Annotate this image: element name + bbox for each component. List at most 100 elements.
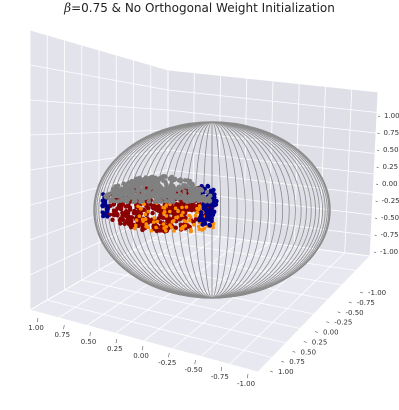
grid-line [344, 89, 353, 253]
grid-line [229, 252, 346, 365]
tick-mark [377, 132, 380, 134]
y-tick-label: -1.00 [368, 289, 386, 297]
data-point [139, 187, 144, 192]
data-point [129, 215, 135, 220]
data-point [112, 212, 117, 218]
data-point [124, 209, 129, 214]
data-point [168, 182, 174, 187]
data-point [141, 219, 145, 224]
data-point [146, 199, 151, 204]
data-point [170, 219, 175, 224]
data-point [155, 219, 159, 224]
data-point [146, 209, 151, 214]
tick-mark [314, 331, 318, 333]
data-point [207, 198, 213, 203]
tick-mark [303, 341, 307, 343]
data-point [202, 226, 207, 231]
x-tick-label: -0.25 [158, 359, 176, 367]
data-point [187, 213, 192, 218]
x-tick-label: 1.00 [28, 324, 44, 332]
data-point [106, 191, 112, 197]
data-point [162, 226, 166, 230]
z-tick-label: -0.50 [381, 214, 399, 222]
grid-line [369, 91, 379, 257]
tick-mark [115, 338, 118, 344]
data-point [197, 186, 203, 191]
data-point [126, 180, 132, 185]
data-point [129, 188, 135, 193]
tick-mark [374, 234, 377, 236]
data-point [182, 178, 188, 183]
data-point [175, 195, 180, 200]
data-point [170, 210, 176, 216]
tick-mark [375, 200, 378, 202]
data-point [193, 217, 198, 222]
title-text: =0.75 & No Orthogonal Weight Initializat… [71, 1, 335, 15]
data-point [127, 222, 132, 227]
data-point [130, 184, 135, 189]
data-point [163, 198, 168, 204]
data-point [152, 220, 156, 224]
data-point [207, 223, 213, 228]
tick-mark [269, 370, 273, 373]
data-point [104, 194, 109, 199]
y-tick-label: 0.50 [301, 348, 317, 356]
data-point [199, 212, 204, 218]
data-point [164, 183, 169, 188]
data-point [176, 209, 180, 214]
data-point [200, 194, 206, 199]
data-point [144, 224, 148, 229]
data-point [163, 179, 168, 185]
data-point [180, 205, 184, 210]
data-point [195, 210, 199, 215]
grid-line [319, 86, 326, 250]
grid-line [29, 229, 169, 311]
data-point [174, 202, 179, 208]
data-point [149, 191, 155, 196]
data-point [132, 208, 137, 214]
data-point [153, 207, 158, 212]
data-point [150, 210, 155, 216]
tick-mark [374, 217, 378, 219]
data-point [134, 223, 138, 228]
x-tick-label: 0.75 [54, 331, 70, 339]
data-point [179, 213, 184, 217]
data-point [136, 191, 141, 197]
x-tick-label: -0.50 [184, 366, 202, 374]
data-point [122, 196, 128, 201]
data-point [152, 216, 157, 220]
data-point [149, 229, 154, 233]
tick-mark [326, 321, 330, 323]
data-point [120, 217, 126, 222]
data-point [163, 194, 168, 200]
grid-line [167, 149, 375, 175]
data-point [119, 204, 124, 209]
data-point [113, 184, 118, 189]
y-tick-label: 1.00 [278, 368, 294, 376]
tick-mark [337, 311, 341, 314]
data-point [188, 186, 193, 191]
data-point [177, 191, 182, 196]
data-point [104, 213, 109, 218]
grid-line [29, 149, 169, 171]
data-point [173, 225, 178, 230]
title-beta-symbol: β [64, 1, 72, 15]
data-point [175, 215, 180, 219]
z-tick-label: 1.00 [384, 112, 399, 120]
data-point [189, 229, 194, 234]
grid-line [257, 255, 371, 373]
data-point [122, 188, 127, 194]
data-point [105, 209, 110, 213]
data-point [161, 222, 166, 226]
data-point [145, 178, 151, 184]
x-tick-label: -1.00 [237, 380, 255, 388]
grid-line [167, 229, 371, 257]
data-point [154, 186, 159, 192]
data-point [117, 188, 122, 193]
data-point [190, 203, 195, 209]
data-point [211, 210, 216, 216]
data-point [137, 214, 142, 218]
z-tick-label: 0.75 [384, 129, 399, 137]
y-tick-label: 0.00 [323, 329, 339, 337]
data-point [189, 208, 194, 213]
